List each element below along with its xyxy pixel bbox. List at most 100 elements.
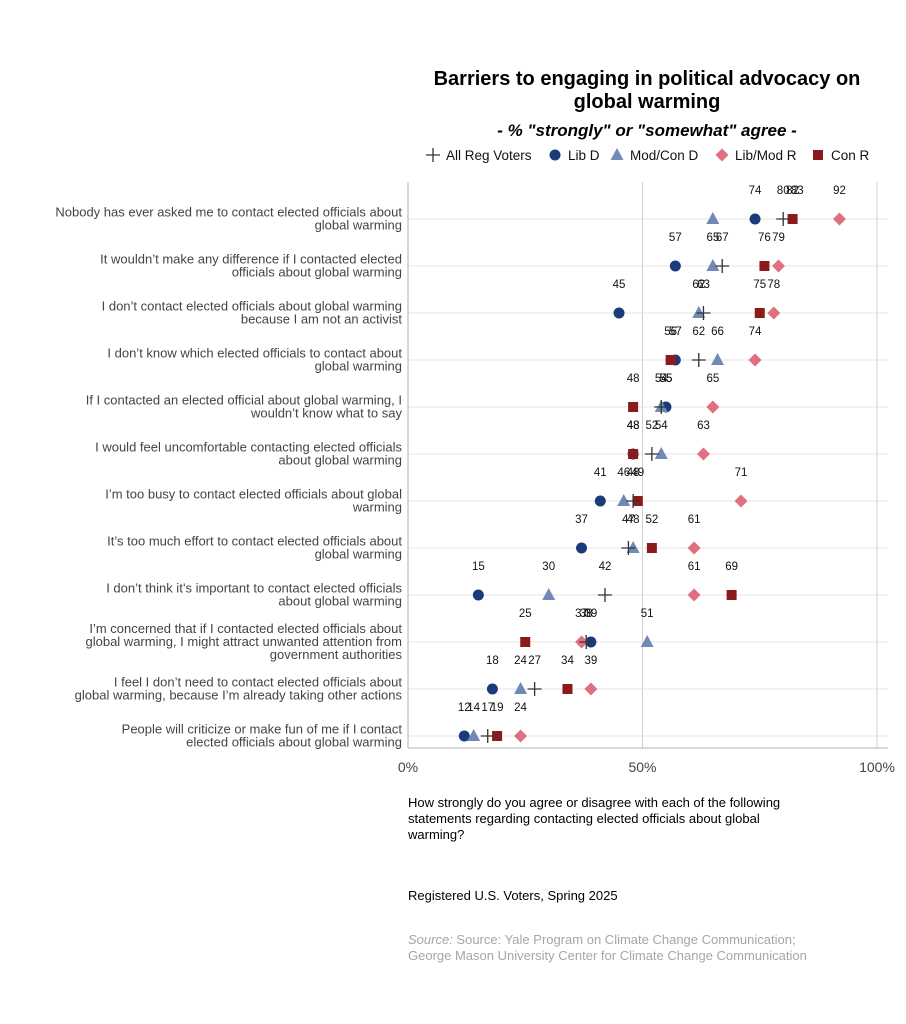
point-circle (486, 683, 498, 695)
point-plus (644, 447, 659, 461)
data-label: 65 (706, 373, 719, 385)
legend-marker-square (813, 150, 823, 160)
category-label: about global warming (278, 453, 402, 468)
data-label: 55 (660, 373, 673, 385)
point-circle (594, 495, 606, 507)
survey-question: How strongly do you agree or disagree wi… (408, 795, 781, 842)
category-label: I’m concerned that if I contacted electe… (89, 621, 402, 636)
category-label: warming (352, 500, 402, 515)
data-label: 15 (472, 561, 485, 573)
category-label: wouldn’t know what to say (250, 406, 403, 421)
category-label: Nobody has ever asked me to contact elec… (55, 205, 402, 220)
legend-label: Con R (831, 148, 870, 163)
data-label: 47 (622, 514, 635, 526)
category-label: government authorities (270, 647, 403, 662)
point-triangle (467, 729, 481, 741)
point-diamond (734, 494, 748, 508)
x-tick-label: 50% (628, 759, 656, 775)
data-label: 76 (758, 232, 771, 244)
data-label: 69 (725, 561, 738, 573)
point-triangle (514, 682, 528, 694)
point-diamond (696, 447, 710, 461)
point-plus (597, 588, 612, 602)
legend-label: Lib D (568, 148, 600, 163)
category-label: officials about global warming (232, 265, 402, 280)
point-diamond (772, 259, 786, 273)
point-diamond (687, 541, 701, 555)
data-label: 62 (692, 279, 705, 291)
point-circle (472, 589, 484, 601)
point-diamond (706, 400, 720, 414)
data-label: 41 (594, 467, 607, 479)
data-label: 45 (613, 279, 626, 291)
point-square (665, 355, 676, 365)
legend-label: Lib/Mod R (735, 148, 797, 163)
point-triangle (626, 541, 640, 553)
category-label: I don’t contact elected officials about … (102, 299, 402, 314)
data-label: 48 (627, 467, 640, 479)
data-label: 55 (660, 373, 673, 385)
chart-title: Barriers to engaging in political advoca… (433, 68, 861, 113)
data-label: 48 (627, 373, 640, 385)
category-label: People will criticize or make fun of me … (122, 722, 403, 737)
point-square (787, 214, 798, 224)
data-label: 79 (772, 232, 785, 244)
source-label: Source: (408, 932, 453, 947)
point-circle (613, 307, 625, 319)
data-label: 63 (697, 420, 710, 432)
category-label: It’s too much effort to contact elected … (107, 534, 402, 549)
category-label: global warming, because I’m already taki… (75, 688, 403, 703)
data-label: 63 (697, 279, 710, 291)
data-label: 62 (692, 326, 705, 338)
data-label: 52 (645, 514, 658, 526)
point-plus (579, 635, 594, 649)
data-label: 12 (458, 702, 471, 714)
data-label: 74 (749, 326, 762, 338)
legend-marker-diamond (715, 148, 729, 162)
data-label: 67 (716, 232, 729, 244)
data-label: 39 (585, 608, 598, 620)
point-circle (749, 213, 761, 225)
point-plus (776, 212, 791, 226)
point-plus (527, 682, 542, 696)
data-label: 34 (561, 655, 574, 667)
data-label: 27 (528, 655, 541, 667)
category-label: I feel I don’t need to contact elected o… (114, 675, 403, 690)
data-label: 66 (711, 326, 724, 338)
data-label: 48 (627, 420, 640, 432)
legend-marker-plus (426, 148, 440, 162)
data-label: 18 (486, 655, 499, 667)
data-label: 46 (617, 467, 630, 479)
source-text: Source: Yale Program on Climate Change C… (408, 932, 807, 963)
category-label: It wouldn’t make any difference if I con… (100, 252, 402, 267)
point-triangle (542, 588, 556, 600)
data-label: 17 (481, 702, 494, 714)
data-label: 37 (575, 514, 588, 526)
data-label: 78 (767, 279, 780, 291)
point-plus (654, 400, 669, 414)
legend-label: Mod/Con D (630, 148, 699, 163)
point-triangle (692, 306, 706, 318)
data-label: 24 (514, 702, 527, 714)
category-label: global warming, I might attract unwanted… (86, 634, 403, 649)
category-label: I don’t think it’s important to contact … (106, 581, 402, 596)
point-circle (458, 730, 470, 742)
point-square (754, 308, 765, 318)
data-label: 74 (749, 185, 762, 197)
legend-label: All Reg Voters (446, 148, 532, 163)
point-plus (621, 541, 636, 555)
category-label: global warming (315, 359, 402, 374)
data-label: 71 (735, 467, 748, 479)
point-plus (715, 259, 730, 273)
data-label: 48 (627, 420, 640, 432)
category-label: I would feel uncomfortable contacting el… (95, 440, 402, 455)
data-label: 24 (514, 655, 527, 667)
point-triangle (706, 259, 720, 271)
data-label: 48 (627, 514, 640, 526)
category-label: I’m too busy to contact elected official… (105, 487, 402, 502)
data-label: 30 (542, 561, 555, 573)
data-label: 61 (688, 561, 701, 573)
dot-plot-chart: 0% 50% 100% Nobody has ever asked me to con… (55, 148, 895, 775)
data-label: 38 (580, 608, 593, 620)
data-label: 80 (777, 185, 790, 197)
